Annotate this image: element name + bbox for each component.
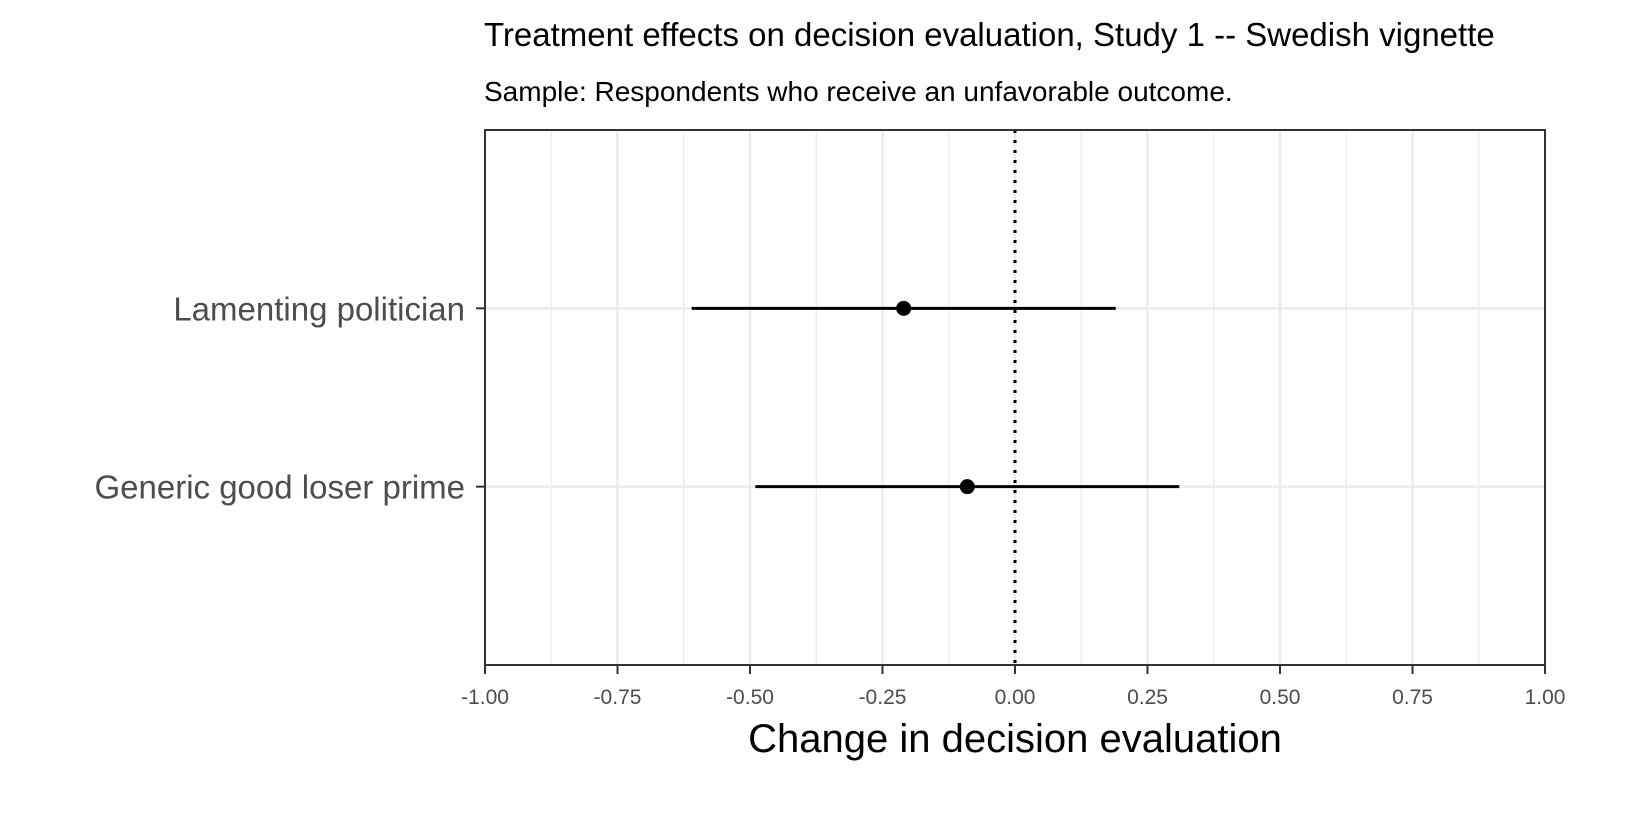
minor-gridlines	[550, 130, 1480, 665]
x-tick-label: -0.50	[726, 686, 774, 709]
point-estimate	[959, 479, 975, 495]
y-tick-label: Lamenting politician	[173, 290, 465, 327]
chart-subtitle: Sample: Respondents who receive an unfav…	[484, 76, 1233, 107]
x-tick-label: 0.50	[1260, 686, 1301, 709]
x-tick-label: -0.75	[594, 686, 642, 709]
x-tick-label: 0.25	[1127, 686, 1168, 709]
x-axis-title: Change in decision evaluation	[748, 717, 1282, 761]
x-tick-label: -1.00	[461, 686, 509, 709]
x-tick-label: 0.00	[995, 686, 1036, 709]
confidence-intervals	[691, 306, 1180, 489]
chart-title: Treatment effects on decision evaluation…	[484, 16, 1495, 53]
y-tick-label: Generic good loser prime	[94, 469, 465, 506]
point-estimate	[896, 300, 912, 316]
x-tick-label: -0.25	[859, 686, 907, 709]
point-estimates	[896, 300, 975, 495]
x-axis: -1.00 -0.75 -0.50 -0.25 0.00 0.25 0.50 0.75 1.00	[461, 665, 1565, 709]
x-tick-label: 1.00	[1525, 686, 1566, 709]
y-axis: Lamenting politician Generic good loser p…	[94, 290, 485, 506]
x-tick-label: 0.75	[1392, 686, 1433, 709]
